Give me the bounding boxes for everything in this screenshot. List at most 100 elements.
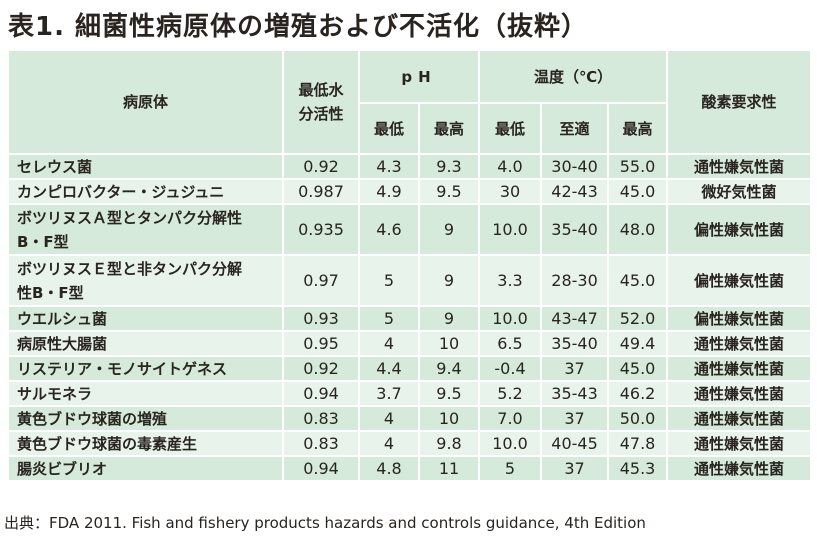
pathogen-name-line1: カンピロバクター・ジュジュニ (17, 182, 225, 201)
cell-oxygen: 通性嫌気性菌 (666, 455, 813, 482)
cell-temp-min: 30 (478, 178, 543, 205)
cell-aw: 0.83 (282, 405, 360, 432)
cell-oxygen: 偏性嫌気性菌 (666, 305, 813, 332)
cell-temp-min: 5 (478, 455, 543, 482)
cell-ph-max: 9.4 (417, 355, 481, 382)
pathogen-name-line1: セレウス菌 (17, 157, 93, 176)
table-row: ボツリヌスＡ型とタンパク分解性 B・F型 0.935 4.6 9 10.0 35-40 48.… (7, 203, 813, 256)
cell-temp-max: 45.0 (607, 178, 669, 205)
cell-temp-opt: 37 (540, 455, 610, 482)
cell-temp-min: 5.2 (478, 380, 543, 407)
pathogen-table: 病原体 最低水 分活性 pH 温度（℃） 酸素要求性 最低 最高 最低 至適 最… (7, 49, 813, 482)
pathogen-name: 病原性大腸菌 (7, 330, 284, 357)
cell-oxygen: 通性嫌気性菌 (666, 153, 813, 180)
pathogen-name: 黄色ブドウ球菌の毒素産生 (7, 430, 284, 457)
cell-ph-min: 4.4 (358, 355, 420, 382)
cell-ph-min: 4 (358, 430, 420, 457)
pathogen-name: セレウス菌 (7, 153, 284, 180)
cell-temp-max: 47.8 (607, 430, 669, 457)
source-citation: 出典：FDA 2011. Fish and fishery products h… (4, 514, 646, 532)
cell-oxygen: 偏性嫌気性菌 (666, 203, 813, 256)
cell-temp-min: 6.5 (478, 330, 543, 357)
cell-temp-max: 46.2 (607, 380, 669, 407)
header-temp-min: 最低 (478, 102, 543, 155)
table-row: ボツリヌスＥ型と非タンパク分解 性B・F型 0.97 5 9 3.3 28-30 45.0 偏性… (7, 254, 813, 307)
header-aw-line2: 分活性 (298, 105, 344, 123)
cell-aw: 0.83 (282, 430, 360, 457)
pathogen-name: ウエルシュ菌 (7, 305, 284, 332)
cell-aw: 0.94 (282, 455, 360, 482)
cell-oxygen: 偏性嫌気性菌 (666, 254, 813, 307)
pathogen-name-line1: 病原性大腸菌 (17, 334, 108, 353)
cell-temp-opt: 35-40 (540, 203, 610, 256)
pathogen-name: 黄色ブドウ球菌の増殖 (7, 405, 284, 432)
cell-ph-max: 9.8 (417, 430, 481, 457)
pathogen-name: ボツリヌスＥ型と非タンパク分解 性B・F型 (7, 254, 284, 307)
cell-temp-opt: 42-43 (540, 178, 610, 205)
cell-aw: 0.93 (282, 305, 360, 332)
table-row: 腸炎ビブリオ 0.94 4.8 11 5 37 45.3 通性嫌気性菌 (7, 455, 813, 482)
cell-ph-min: 4.6 (358, 203, 420, 256)
header-temp-max: 最高 (607, 102, 669, 155)
pathogen-name-line1: サルモネラ (17, 384, 93, 403)
header-ph-min: 最低 (358, 102, 420, 155)
cell-ph-min: 5 (358, 305, 420, 332)
cell-temp-min: 10.0 (478, 203, 543, 256)
pathogen-name: ボツリヌスＡ型とタンパク分解性 B・F型 (7, 203, 284, 256)
header-pathogen: 病原体 (7, 49, 284, 155)
cell-ph-max: 9 (417, 305, 481, 332)
cell-ph-min: 4 (358, 405, 420, 432)
cell-temp-opt: 37 (540, 355, 610, 382)
pathogen-name-line1: 黄色ブドウ球菌の増殖 (17, 409, 168, 428)
cell-temp-max: 45.0 (607, 355, 669, 382)
cell-temp-max: 55.0 (607, 153, 669, 180)
cell-aw: 0.935 (282, 203, 360, 256)
cell-ph-max: 9.5 (417, 380, 481, 407)
cell-aw: 0.92 (282, 355, 360, 382)
cell-temp-max: 48.0 (607, 203, 669, 256)
table-row: 黄色ブドウ球菌の毒素産生 0.83 4 9.8 10.0 40-45 47.8 通性嫌気性菌 (7, 430, 813, 457)
table-row: リステリア・モノサイトゲネス 0.92 4.4 9.4 -0.4 37 45.0 通性嫌気性菌 (7, 355, 813, 382)
pathogen-name-line1: ボツリヌスＡ型とタンパク分解性 (17, 208, 243, 227)
table-row: サルモネラ 0.94 3.7 9.5 5.2 35-43 46.2 通性嫌気性菌 (7, 380, 813, 407)
cell-aw: 0.92 (282, 153, 360, 180)
cell-temp-max: 52.0 (607, 305, 669, 332)
cell-temp-opt: 43-47 (540, 305, 610, 332)
cell-temp-opt: 35-43 (540, 380, 610, 407)
cell-temp-opt: 35-40 (540, 330, 610, 357)
cell-temp-max: 45.0 (607, 254, 669, 307)
cell-ph-min: 5 (358, 254, 420, 307)
cell-ph-max: 11 (417, 455, 481, 482)
table-row: 黄色ブドウ球菌の増殖 0.83 4 10 7.0 37 50.0 通性嫌気性菌 (7, 405, 813, 432)
pathogen-name: サルモネラ (7, 380, 284, 407)
pathogen-name-line1: ウエルシュ菌 (17, 309, 108, 328)
header-temperature: 温度（℃） (478, 49, 669, 104)
cell-temp-min: -0.4 (478, 355, 543, 382)
header-ph-max: 最高 (417, 102, 481, 155)
cell-ph-max: 10 (417, 330, 481, 357)
cell-ph-max: 10 (417, 405, 481, 432)
cell-aw: 0.987 (282, 178, 360, 205)
cell-temp-min: 10.0 (478, 430, 543, 457)
table-body: セレウス菌 0.92 4.3 9.3 4.0 30-40 55.0 通性嫌気性菌 カンピロバクタ… (7, 153, 813, 482)
cell-ph-min: 4.8 (358, 455, 420, 482)
cell-ph-max: 9 (417, 254, 481, 307)
header-aw-line1: 最低水 (298, 81, 344, 99)
cell-temp-min: 4.0 (478, 153, 543, 180)
cell-temp-max: 50.0 (607, 405, 669, 432)
cell-ph-min: 4.3 (358, 153, 420, 180)
pathogen-name: リステリア・モノサイトゲネス (7, 355, 284, 382)
pathogen-name-line1: リステリア・モノサイトゲネス (17, 359, 228, 378)
cell-temp-min: 3.3 (478, 254, 543, 307)
cell-temp-opt: 37 (540, 405, 610, 432)
header-ph: pH (357, 49, 481, 104)
table-title: 表1. 細菌性病原体の増殖および不活化（抜粋） (8, 12, 589, 42)
cell-temp-opt: 40-45 (540, 430, 610, 457)
cell-temp-min: 10.0 (478, 305, 543, 332)
cell-aw: 0.97 (282, 254, 360, 307)
cell-ph-min: 3.7 (358, 380, 420, 407)
cell-temp-opt: 30-40 (540, 153, 610, 180)
cell-oxygen: 通性嫌気性菌 (666, 380, 813, 407)
table-row: 病原性大腸菌 0.95 4 10 6.5 35-40 49.4 通性嫌気性菌 (7, 330, 813, 357)
cell-ph-max: 9.3 (417, 153, 481, 180)
